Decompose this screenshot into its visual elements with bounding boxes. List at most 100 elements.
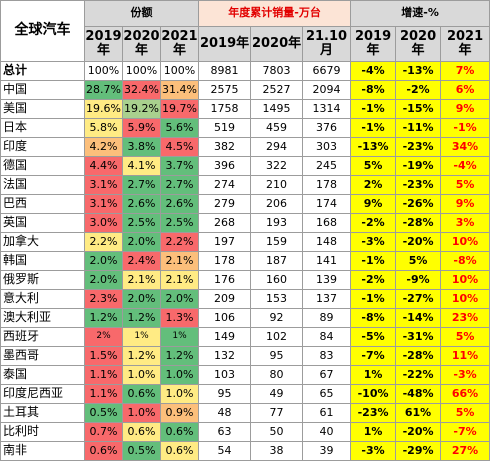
growth-cell: -10% (350, 384, 397, 404)
sales-cell: 160 (250, 270, 304, 290)
country-name: 南非 (0, 441, 85, 461)
growth-cell: -19% (395, 156, 442, 176)
growth-cell: 5% (350, 156, 397, 176)
table-row: 俄罗斯 2.0% 2.1% 2.1% 176 160 139 -2% -9% 10% (0, 270, 490, 290)
sales-cell: 84 (302, 327, 352, 347)
growth-cell: -1% (350, 289, 397, 309)
share-cell: 0.6% (159, 441, 200, 461)
sales-group-header: 年度累计销量-万台 (198, 0, 352, 27)
growth-cell: -1% (440, 118, 490, 138)
table-row: 英国 3.0% 2.5% 2.5% 268 193 168 -2% -28% 3% (0, 213, 490, 233)
table-row: 土耳其 0.5% 1.0% 0.9% 48 77 61 -23% 61% 5% (0, 403, 490, 423)
sales-cell: 279 (198, 194, 252, 214)
sales-cell: 67 (302, 365, 352, 385)
sales-cell: 2094 (302, 80, 352, 100)
sales-cell: 197 (198, 232, 252, 252)
sales-cell: 139 (302, 270, 352, 290)
sales-cell: 89 (302, 308, 352, 328)
share-cell: 1.1% (84, 384, 123, 404)
share-cell: 2% (84, 327, 123, 347)
country-name: 印度 (0, 137, 85, 157)
growth-cell: -14% (395, 308, 442, 328)
share-cell: 1.2% (84, 308, 123, 328)
sales-cell: 38 (250, 441, 304, 461)
sales-cell: 80 (250, 365, 304, 385)
growth-cell: -20% (395, 232, 442, 252)
growth-cell: -28% (395, 346, 442, 366)
growth-cell: -1% (350, 118, 397, 138)
growth-cell: -23% (395, 137, 442, 157)
share-cell: 31.4% (159, 80, 200, 100)
growth-cell: -2% (350, 270, 397, 290)
growth-cell: -3% (350, 441, 397, 461)
share-cell: 3.8% (122, 137, 161, 157)
sales-cell: 153 (250, 289, 304, 309)
growth-cell: 5% (440, 175, 490, 195)
share-subheader-1: 2020 年 (122, 26, 161, 62)
growth-cell: -7% (350, 346, 397, 366)
growth-cell: -1% (350, 99, 397, 119)
share-cell: 0.5% (84, 403, 123, 423)
sales-cell: 274 (198, 175, 252, 195)
share-cell: 100% (159, 61, 200, 81)
share-cell: 2.2% (84, 232, 123, 252)
growth-cell: 9% (350, 194, 397, 214)
sales-cell: 209 (198, 289, 252, 309)
growth-cell: -26% (395, 194, 442, 214)
share-cell: 0.6% (84, 441, 123, 461)
share-cell: 1% (122, 327, 161, 347)
share-cell: 2.0% (159, 289, 200, 309)
sales-cell: 382 (198, 137, 252, 157)
growth-cell: -23% (350, 403, 397, 423)
growth-cell: 23% (440, 308, 490, 328)
growth-cell: -13% (350, 137, 397, 157)
share-cell: 4.1% (122, 156, 161, 176)
country-name: 泰国 (0, 365, 85, 385)
growth-cell: -7% (440, 422, 490, 442)
share-cell: 1.0% (122, 365, 161, 385)
share-cell: 0.6% (159, 422, 200, 442)
share-cell: 28.7% (84, 80, 123, 100)
share-cell: 0.6% (122, 384, 161, 404)
table-row: 美国 19.6% 19.2% 19.7% 1758 1495 1314 -1% -15% 9% (0, 99, 490, 119)
growth-cell: 7% (440, 61, 490, 81)
growth-cell: -4% (350, 61, 397, 81)
growth-cell: 10% (440, 232, 490, 252)
country-name: 日本 (0, 118, 85, 138)
growth-group-header: 增速-% (350, 0, 490, 27)
share-cell: 3.1% (84, 175, 123, 195)
share-cell: 3.7% (159, 156, 200, 176)
share-cell: 1.1% (84, 365, 123, 385)
sales-cell: 1758 (198, 99, 252, 119)
share-subheader-0: 2019 年 (84, 26, 123, 62)
growth-cell: -31% (395, 327, 442, 347)
sales-cell: 193 (250, 213, 304, 233)
growth-cell: 61% (395, 403, 442, 423)
sales-cell: 92 (250, 308, 304, 328)
sales-cell: 459 (250, 118, 304, 138)
sales-cell: 40 (302, 422, 352, 442)
share-cell: 2.1% (122, 270, 161, 290)
share-cell: 2.0% (122, 289, 161, 309)
table-row: 印度 4.2% 3.8% 4.5% 382 294 303 -13% -23% 34% (0, 137, 490, 157)
share-cell: 1% (159, 327, 200, 347)
growth-cell: -8% (350, 80, 397, 100)
growth-cell: 9% (440, 194, 490, 214)
growth-cell: -1% (350, 251, 397, 271)
sales-cell: 245 (302, 156, 352, 176)
share-cell: 2.1% (159, 251, 200, 271)
share-cell: 2.7% (159, 175, 200, 195)
growth-cell: -15% (395, 99, 442, 119)
growth-subheader-1: 2020 年 (395, 26, 442, 62)
growth-subheader-0: 2019 年 (350, 26, 397, 62)
growth-cell: 34% (440, 137, 490, 157)
growth-subheader-2: 2021 年 (440, 26, 490, 62)
growth-cell: 1% (350, 422, 397, 442)
growth-cell: -20% (395, 422, 442, 442)
table-row: 法国 3.1% 2.7% 2.7% 274 210 178 2% -23% 5% (0, 175, 490, 195)
share-cell: 0.6% (122, 422, 161, 442)
table-row: 巴西 3.1% 2.6% 2.6% 279 206 174 9% -26% 9% (0, 194, 490, 214)
growth-cell: -8% (350, 308, 397, 328)
sales-cell: 174 (302, 194, 352, 214)
corner-header: 全球汽车 (0, 0, 85, 62)
